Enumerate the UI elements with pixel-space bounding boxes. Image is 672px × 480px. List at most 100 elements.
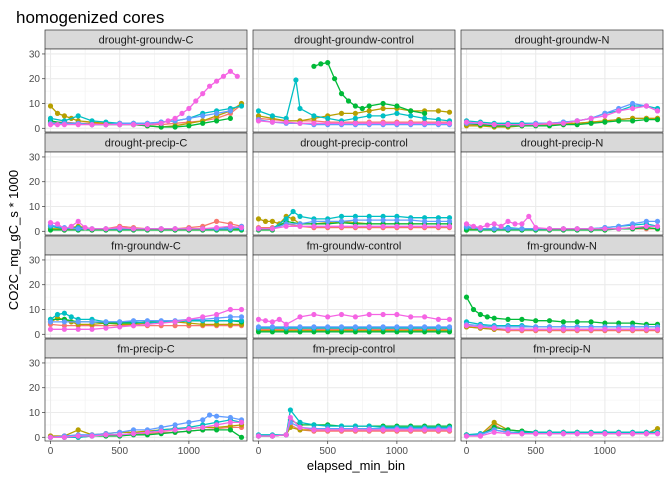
data-point	[352, 217, 358, 223]
data-point	[630, 105, 636, 112]
data-point	[311, 223, 317, 229]
data-point	[311, 120, 317, 126]
data-point	[179, 110, 185, 116]
data-point	[47, 326, 54, 332]
data-point	[276, 316, 282, 322]
data-point	[61, 113, 67, 119]
data-point	[630, 221, 636, 227]
data-point	[130, 431, 137, 437]
data-point	[546, 326, 553, 332]
data-point	[546, 120, 553, 126]
data-point	[75, 319, 81, 325]
strip-label: drought-groundw-control	[294, 35, 414, 47]
data-point	[338, 223, 345, 229]
data-point	[446, 324, 453, 330]
x-tick-label: 500	[111, 446, 128, 457]
data-point	[89, 118, 95, 124]
data-point	[54, 311, 61, 318]
series-group	[255, 311, 453, 335]
data-point	[654, 426, 661, 432]
data-point	[408, 217, 414, 223]
series-line	[50, 414, 242, 438]
strip-label: drought-groundw-C	[99, 35, 194, 47]
data-point	[491, 325, 497, 331]
series-group	[47, 306, 245, 332]
data-point	[311, 324, 317, 330]
data-point	[422, 120, 428, 126]
data-point	[311, 329, 317, 335]
panel-drought-precip-C: drought-precip-C 0 10 20 30	[29, 132, 248, 238]
data-point	[61, 310, 67, 316]
data-point	[186, 123, 192, 129]
data-point	[491, 419, 497, 425]
data-point	[255, 433, 262, 439]
data-point	[560, 326, 567, 332]
data-point	[290, 216, 296, 222]
panel-border	[44, 254, 248, 339]
data-point	[214, 315, 220, 321]
data-point	[505, 326, 511, 332]
data-point	[446, 316, 453, 322]
data-point	[519, 326, 525, 332]
data-point	[227, 306, 233, 313]
data-point	[446, 427, 453, 433]
data-point	[227, 318, 233, 324]
panel-fm-groundw-N: fm-groundw-N	[460, 235, 664, 339]
panel-border	[460, 48, 664, 133]
data-point	[408, 324, 414, 330]
data-point	[446, 109, 453, 115]
panel-drought-groundw-C: drought-groundw-C 0 10 20 30	[29, 29, 248, 135]
data-point	[380, 329, 386, 335]
data-point	[422, 324, 428, 330]
data-point	[311, 422, 317, 428]
data-point	[366, 223, 372, 229]
data-point	[533, 318, 539, 324]
data-point	[200, 321, 206, 327]
data-point	[654, 431, 661, 437]
data-point	[130, 318, 137, 324]
data-point	[408, 223, 414, 229]
data-point	[214, 311, 220, 318]
data-point	[144, 226, 150, 232]
data-point	[366, 213, 372, 219]
data-point	[394, 103, 400, 109]
data-point	[290, 208, 296, 215]
data-point	[227, 314, 233, 320]
y-tick-label: 0	[34, 124, 40, 135]
data-point	[533, 122, 539, 128]
panel-background	[461, 152, 663, 235]
data-point	[338, 213, 345, 219]
data-point	[214, 78, 220, 84]
data-point	[255, 316, 262, 322]
data-point	[117, 319, 123, 325]
series-group	[255, 60, 453, 128]
data-point	[380, 324, 386, 330]
data-point	[283, 223, 289, 229]
data-point	[61, 326, 67, 332]
data-point	[227, 321, 233, 327]
data-point	[89, 122, 95, 128]
data-point	[352, 103, 358, 109]
data-point	[103, 226, 109, 232]
data-point	[311, 113, 317, 119]
data-point	[47, 319, 54, 325]
data-point	[408, 329, 414, 335]
data-point	[477, 311, 483, 318]
data-point	[200, 120, 206, 126]
data-point	[574, 326, 580, 332]
panel-border	[460, 254, 664, 339]
data-point	[269, 319, 275, 325]
data-point	[519, 431, 525, 437]
panel-border	[460, 357, 664, 442]
data-point	[158, 124, 164, 130]
y-tick-label: 30	[29, 49, 41, 60]
data-point	[297, 419, 303, 425]
panel-fm-precip-control: fm-precip-control 0 500 1000	[252, 338, 456, 457]
data-point	[560, 431, 567, 437]
data-point	[519, 122, 525, 128]
data-point	[470, 306, 477, 313]
data-point	[352, 213, 358, 219]
series-line	[258, 416, 450, 437]
panel-border	[44, 48, 248, 133]
data-point	[144, 321, 150, 327]
